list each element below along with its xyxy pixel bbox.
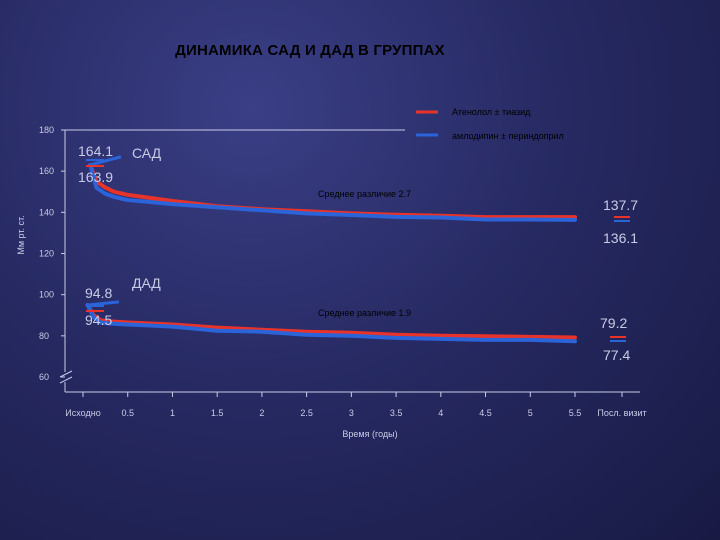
annotation-sbp-difference: Среднее различие 2.7 <box>318 189 411 199</box>
y-tick-label: 100 <box>39 290 54 300</box>
axis-break-mark <box>59 370 73 378</box>
x-tick-label: 5 <box>528 408 533 418</box>
final-label-blue-sbp: 136.1 <box>603 230 638 246</box>
legend-label-blue: амлодипин ± периндоприл <box>452 131 564 141</box>
baseline-label-red-dbp: 94.8 <box>85 285 112 301</box>
baseline-label-blue-dbp: 94.5 <box>85 312 112 328</box>
axis-break-mark <box>59 376 73 384</box>
dbp-line-blue <box>85 303 577 344</box>
y-tick-label: 120 <box>39 249 54 259</box>
x-tick-label: 2 <box>259 408 264 418</box>
x-tick-label: 4.5 <box>479 408 492 418</box>
final-label-red-sbp: 137.7 <box>603 197 638 213</box>
y-tick-label: 60 <box>39 372 49 382</box>
sbp-line-blue <box>88 163 577 222</box>
sbp-start-segment <box>89 155 122 167</box>
y-tick-label: 160 <box>39 166 54 176</box>
x-tick-label: 3 <box>349 408 354 418</box>
x-tick-label: 0.5 <box>121 408 134 418</box>
baseline-label-blue-sbp: 163.9 <box>78 169 113 185</box>
x-tick-label: 1 <box>170 408 175 418</box>
y-tick-label: 180 <box>39 125 54 135</box>
x-axis-label: Время (годы) <box>342 429 397 439</box>
x-tick-label: 5.5 <box>569 408 582 418</box>
dbp-line-red <box>85 303 577 340</box>
annotation-dbp-difference: Среднее различие 1.9 <box>318 308 411 318</box>
x-tick-label: 3.5 <box>390 408 403 418</box>
y-tick-label: 80 <box>39 331 49 341</box>
baseline-label-red-sbp: 164.1 <box>78 143 113 159</box>
y-tick-label: 140 <box>39 207 54 217</box>
x-tick-label: 1.5 <box>211 408 224 418</box>
x-tick-label: 2.5 <box>300 408 313 418</box>
chart-title: ДИНАМИКА САД И ДАД В ГРУППАХ <box>175 42 445 59</box>
group-label-sbp: САД <box>132 145 162 161</box>
x-tick-label: Посл. визит <box>597 408 646 418</box>
final-label-blue-dbp: 77.4 <box>603 347 630 363</box>
final-label-red-dbp: 79.2 <box>600 315 627 331</box>
y-axis-label: Мм рт. ст. <box>16 215 26 254</box>
x-tick-label: 4 <box>438 408 443 418</box>
x-tick-label: Исходно <box>65 408 100 418</box>
group-label-dbp: ДАД <box>132 275 161 291</box>
dbp-start-segment <box>87 300 120 307</box>
legend-label-red: Атенолол ± тиазид <box>452 107 531 117</box>
